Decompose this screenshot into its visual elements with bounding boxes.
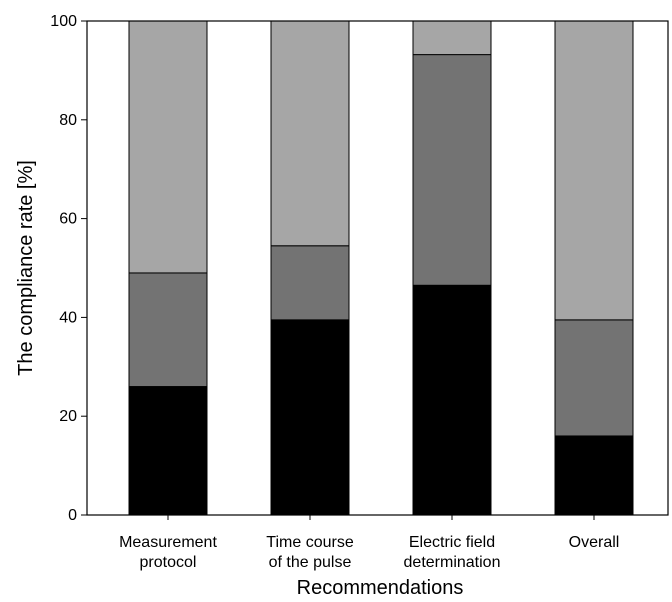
- bar-segment-4-2: [554, 319, 634, 437]
- bar-segment-3-3: [412, 20, 492, 56]
- y-tick-label-0: 0: [68, 507, 77, 524]
- bar-segment-2-1: [270, 319, 350, 516]
- bar-segment-3-2: [412, 54, 492, 286]
- bars-layer: [128, 20, 634, 516]
- bar-segment-4-1: [554, 435, 634, 516]
- bar-segment-2-2: [270, 245, 350, 321]
- category-label-3-line-2: determination: [404, 554, 501, 571]
- bar-segment-1-1: [128, 386, 208, 516]
- category-label-2-line-2: of the pulse: [269, 554, 352, 571]
- bar-segment-1-2: [128, 272, 208, 388]
- axes-layer: [81, 20, 669, 520]
- bar-segment-3-1: [412, 284, 492, 516]
- category-label-3-line-1: Electric field: [409, 534, 495, 551]
- bar-segment-2-3: [270, 20, 350, 247]
- y-tick-label-40: 40: [59, 309, 77, 326]
- y-tick-label-20: 20: [59, 408, 77, 425]
- x-axis-title: Recommendations: [297, 577, 464, 599]
- bar-segment-1-3: [128, 20, 208, 274]
- y-tick-label-100: 100: [50, 13, 77, 30]
- y-tick-label-60: 60: [59, 211, 77, 228]
- y-axis-title: The compliance rate [%]: [15, 160, 37, 376]
- bar-segment-4-3: [554, 20, 634, 321]
- category-label-2-line-1: Time course: [266, 534, 354, 551]
- labels-layer: Measurement protocol Time course of the pul…: [50, 13, 619, 571]
- category-label-1-line-1: Measurement: [119, 534, 217, 551]
- category-label-1-line-2: protocol: [140, 554, 197, 571]
- category-label-4-line-1: Overall: [569, 534, 620, 551]
- plot-frame: [86, 20, 669, 516]
- y-tick-label-80: 80: [59, 112, 77, 129]
